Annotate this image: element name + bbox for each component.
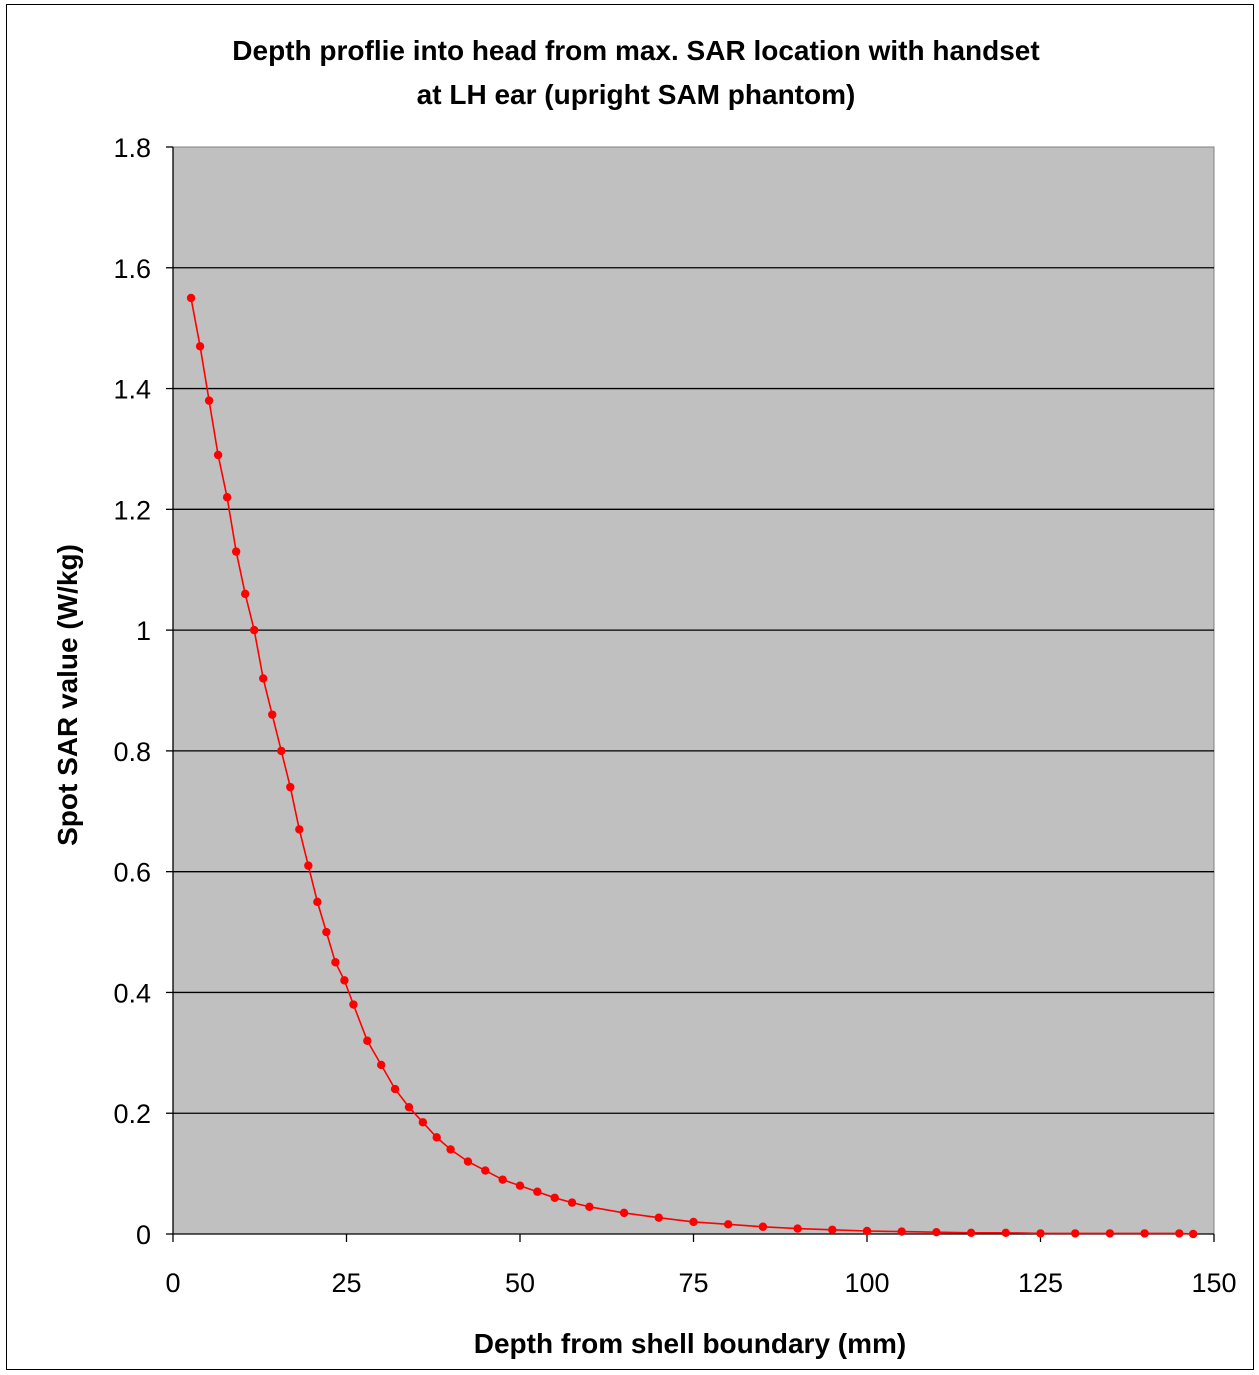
data-point [828, 1225, 837, 1234]
x-axis-title: Depth from shell boundary (mm) [474, 1328, 906, 1359]
data-point [585, 1202, 594, 1212]
x-tick-label-0: 0 [165, 1268, 180, 1298]
y-tick-label-0: 0 [136, 1220, 151, 1250]
data-point [313, 897, 322, 907]
chart-svg: Depth proflie into head from max. SAR lo… [52, 35, 1237, 1359]
data-point [322, 927, 331, 937]
data-point [249, 625, 259, 635]
data-point [363, 1036, 372, 1045]
data-point [331, 958, 340, 967]
data-point [1105, 1229, 1115, 1238]
y-tick-label-9: 1.8 [113, 133, 151, 163]
data-point [222, 493, 232, 502]
data-point [463, 1157, 473, 1166]
y-tick-label-4: 0.8 [113, 737, 151, 767]
chart-title-line2: at LH ear (upright SAM phantom) [417, 79, 856, 110]
data-point [1001, 1228, 1010, 1237]
data-point [418, 1118, 428, 1127]
x-tick-label-3: 75 [678, 1268, 708, 1298]
data-point [1036, 1229, 1045, 1238]
tick-labels: 0 0.2 0.4 0.6 0.8 1 1.2 1.4 1.6 1.8 0 25 50 75 100 125 1… [113, 133, 1236, 1298]
data-point [932, 1227, 941, 1237]
data-point [286, 782, 295, 792]
grid-lines [173, 267, 1214, 1114]
data-point [1140, 1229, 1149, 1238]
data-point [897, 1227, 906, 1236]
data-point [689, 1217, 698, 1227]
data-point [268, 710, 277, 719]
data-point [295, 825, 304, 834]
x-tick-label-2: 50 [505, 1268, 535, 1298]
data-point [966, 1228, 976, 1237]
data-point [432, 1133, 441, 1142]
chart-title-line1: Depth proflie into head from max. SAR lo… [232, 35, 1039, 66]
x-tick-label-1: 25 [331, 1268, 361, 1298]
data-point [404, 1102, 414, 1112]
data-point [304, 861, 313, 870]
data-point [349, 1000, 358, 1009]
data-point [793, 1224, 802, 1233]
data-point [550, 1193, 559, 1202]
data-point [862, 1226, 872, 1236]
y-tick-label-5: 1 [136, 616, 151, 646]
data-point [195, 342, 205, 351]
data-point [1175, 1229, 1184, 1238]
data-point [231, 547, 241, 556]
data-point [204, 396, 214, 405]
data-point [390, 1084, 400, 1094]
data-point [259, 674, 268, 683]
data-point [186, 293, 196, 303]
x-tick-label-5: 125 [1018, 1268, 1063, 1298]
y-tick-label-7: 1.4 [113, 375, 151, 405]
data-point [277, 746, 286, 756]
series-layer [186, 293, 1198, 1239]
x-tick-label-4: 100 [844, 1268, 889, 1298]
data-point [1188, 1229, 1198, 1239]
y-tick-label-2: 0.4 [113, 978, 151, 1008]
data-point [567, 1198, 577, 1207]
data-point [758, 1222, 768, 1231]
y-axis-title: Spot SAR value (W/kg) [52, 544, 83, 846]
y-tick-label-8: 1.6 [113, 254, 151, 284]
y-tick-label-3: 0.6 [113, 858, 151, 888]
data-point [240, 589, 250, 599]
plot-area [172, 146, 1215, 1235]
data-point [377, 1060, 386, 1070]
x-tick-label-6: 150 [1191, 1268, 1236, 1298]
data-point [446, 1145, 455, 1154]
data-point [340, 976, 349, 985]
y-tick-label-6: 1.2 [113, 495, 151, 525]
data-point [481, 1166, 490, 1175]
y-tick-label-1: 0.2 [113, 1099, 151, 1129]
data-point [1071, 1229, 1080, 1238]
data-point [533, 1187, 542, 1196]
data-point [213, 450, 223, 460]
data-point [498, 1175, 507, 1184]
data-point [654, 1213, 663, 1222]
data-point [619, 1208, 629, 1218]
data-point [515, 1181, 525, 1190]
chart-frame: Depth proflie into head from max. SAR lo… [6, 4, 1254, 1370]
series-line-0 [190, 297, 1194, 1235]
data-point [724, 1220, 733, 1229]
